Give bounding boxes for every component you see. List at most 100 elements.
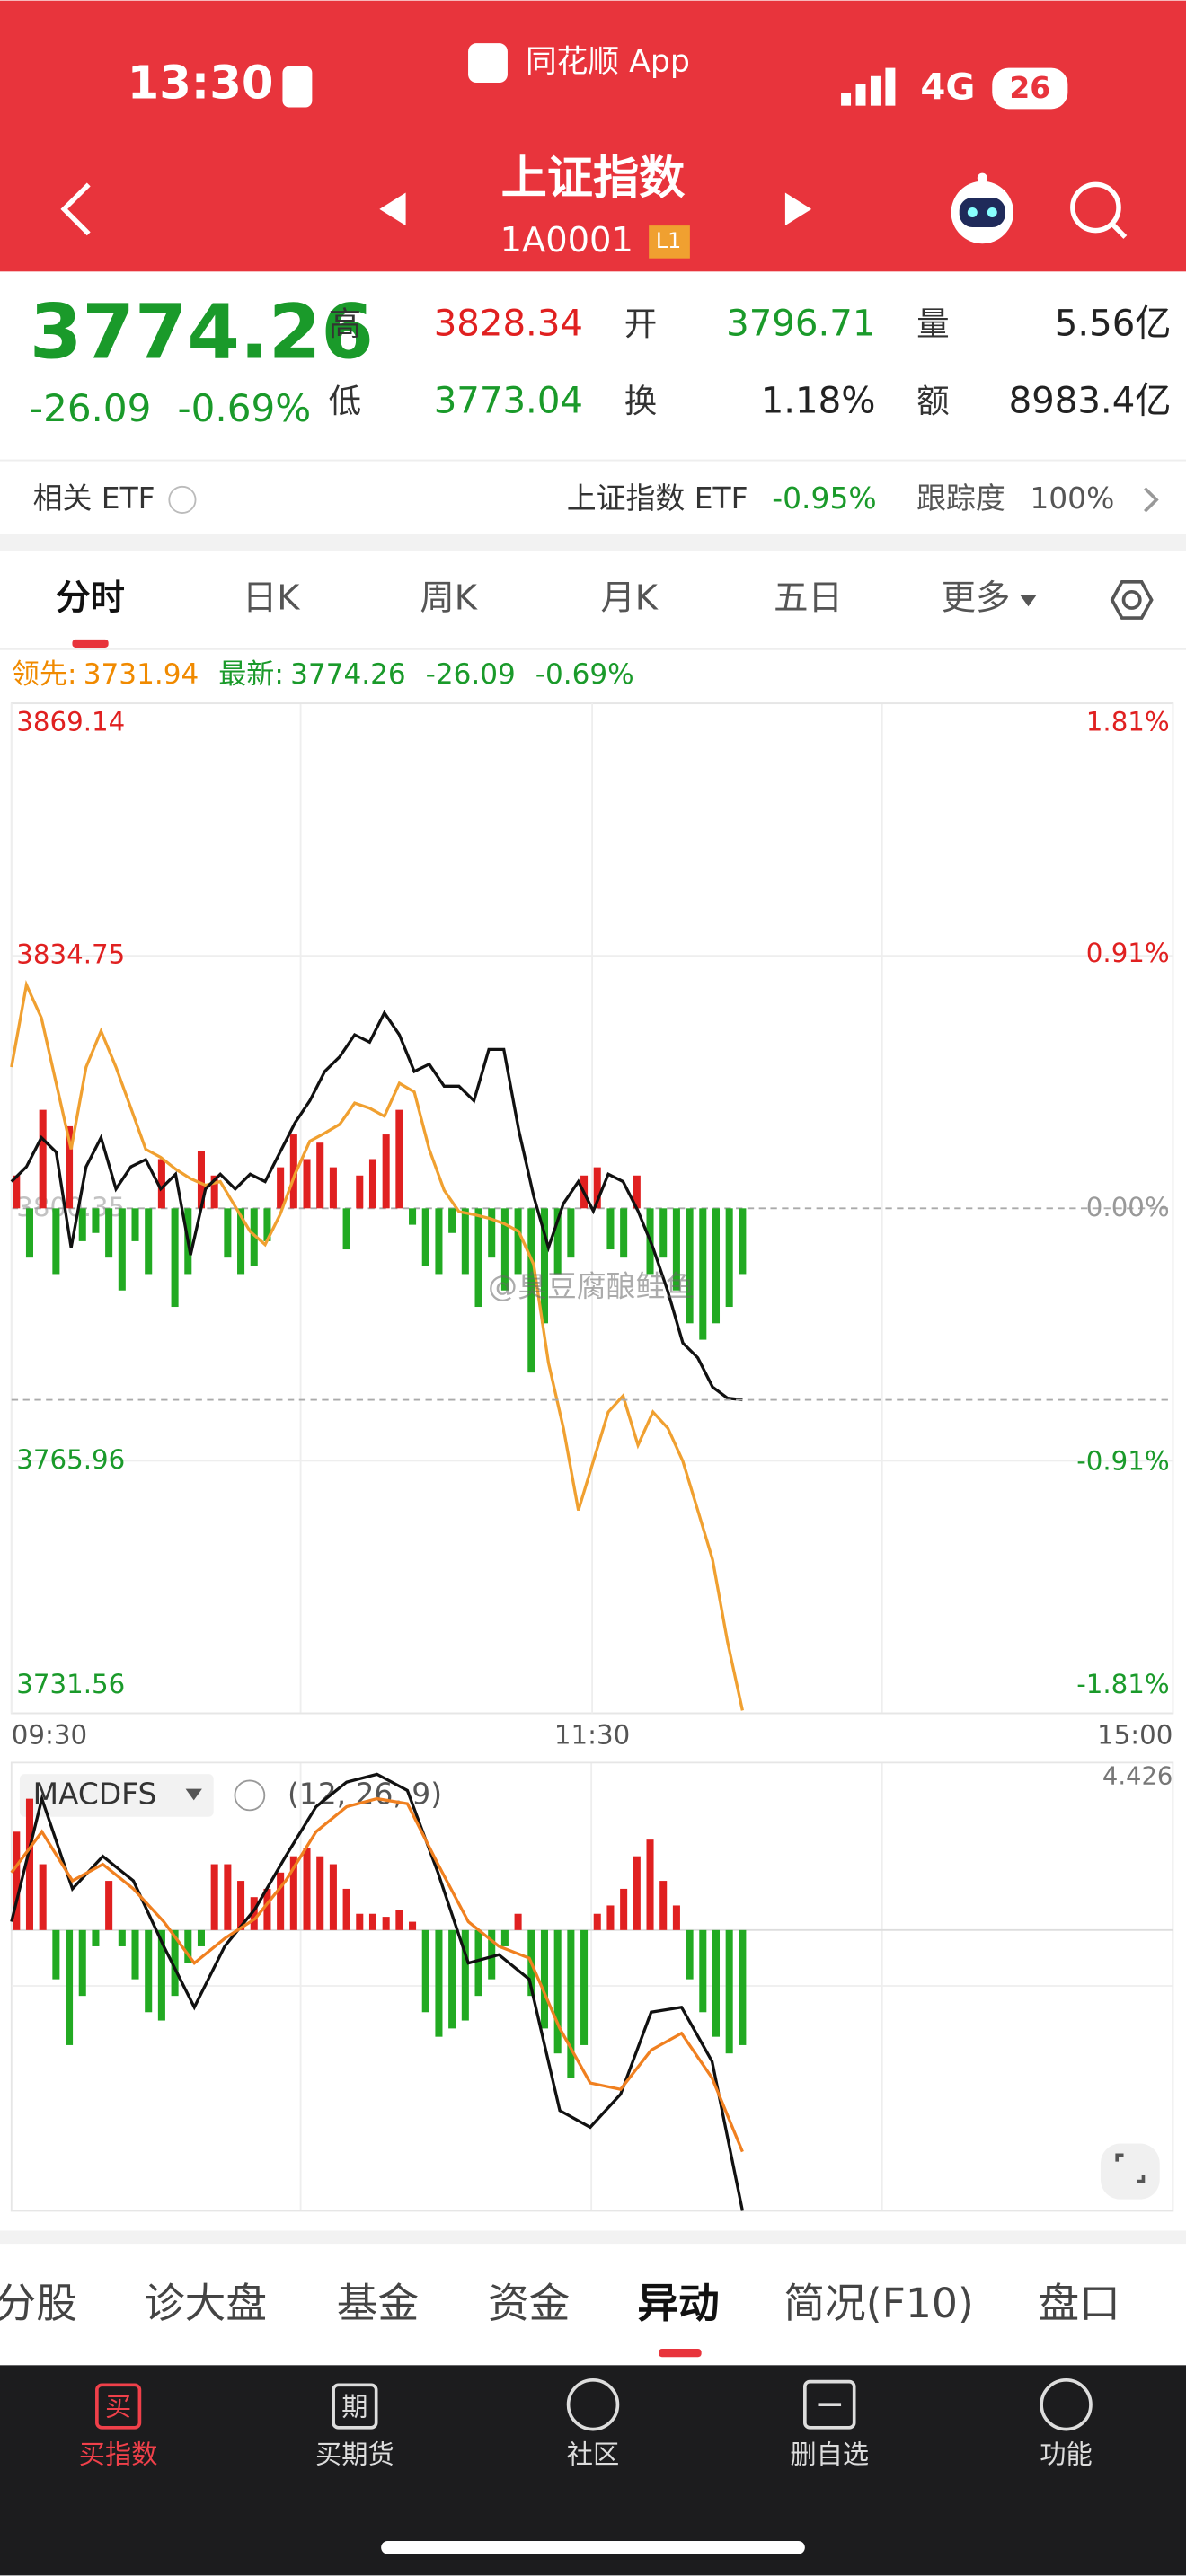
nav-icon xyxy=(1040,2378,1093,2431)
macd-bar xyxy=(263,1888,271,1930)
strength-bar xyxy=(105,1208,113,1258)
strength-bar xyxy=(131,1208,139,1241)
indicator-select[interactable] xyxy=(19,1774,214,1817)
nav-icon-text: 期 xyxy=(341,2391,367,2422)
strength-bar xyxy=(527,1208,535,1373)
help-icon[interactable] xyxy=(234,1779,266,1812)
macd-bar xyxy=(277,1872,285,1930)
strength-bar xyxy=(289,1134,297,1209)
strength-bar xyxy=(633,1175,641,1209)
strength-bar xyxy=(540,1208,549,1324)
tab[interactable]: 月K xyxy=(600,578,658,618)
prev-button[interactable] xyxy=(379,192,406,226)
macd-bar xyxy=(289,1856,297,1930)
nav-label[interactable]: 功能 xyxy=(1040,2439,1093,2469)
next-button[interactable] xyxy=(784,192,812,226)
etf-name[interactable]: 上证指数 ETF xyxy=(567,481,748,516)
help-icon[interactable] xyxy=(168,485,197,514)
macd-bar xyxy=(329,1864,337,1930)
strength-bar xyxy=(421,1208,429,1266)
gap xyxy=(0,2230,1186,2245)
search-button[interactable] xyxy=(1070,181,1128,239)
change: -26.09 xyxy=(30,386,152,430)
tab[interactable]: 周K xyxy=(420,578,477,618)
stat-label: 开 xyxy=(624,304,658,343)
macd-bar xyxy=(553,1929,562,2054)
strength-bar xyxy=(461,1208,469,1275)
strength-bar xyxy=(66,1125,74,1209)
strength-bar xyxy=(39,1109,47,1209)
strength-bar xyxy=(250,1208,258,1266)
strength-bar xyxy=(78,1208,86,1241)
bottom-tab[interactable]: 盘口 xyxy=(1038,2280,1120,2327)
robot-button[interactable] xyxy=(951,172,1014,244)
etf-change: -0.95% xyxy=(772,481,876,516)
macd-bar xyxy=(131,1929,139,1980)
strength-bar xyxy=(514,1208,522,1275)
stat-label: 低 xyxy=(329,382,362,420)
macd-bar xyxy=(725,1929,733,2054)
bottom-tab[interactable]: 诊大盘 xyxy=(144,2280,267,2327)
macd-bar xyxy=(25,1798,33,1930)
strength-bar xyxy=(500,1208,509,1291)
macd-bar xyxy=(210,1864,218,1930)
tracking: 100% xyxy=(1030,481,1114,516)
stat-value: 5.56亿 xyxy=(1055,304,1172,345)
macd-bar xyxy=(633,1856,641,1930)
strength-bar xyxy=(210,1175,218,1209)
nav-label[interactable]: 买指数 xyxy=(79,2439,158,2469)
indicator-name: MACDFS xyxy=(33,1776,157,1811)
series-line xyxy=(10,980,744,1711)
etf-arrow[interactable] xyxy=(1144,487,1159,513)
y-tick-label: 3869.14 xyxy=(16,707,125,737)
back-button[interactable] xyxy=(60,182,91,236)
bottom-tab[interactable]: 基金 xyxy=(337,2280,419,2327)
nav-label[interactable]: 删自选 xyxy=(790,2439,869,2469)
strength-bar xyxy=(145,1208,153,1275)
strength-bar xyxy=(382,1134,390,1209)
macd-bar xyxy=(395,1910,403,1930)
dropdown-arrow xyxy=(1020,595,1037,607)
level: L1 xyxy=(656,228,681,253)
stat-label: 换 xyxy=(624,382,658,420)
strength-bar xyxy=(725,1208,733,1308)
watermark: @臭豆腐酿鲑鱼 xyxy=(488,1269,695,1304)
nav-label[interactable]: 买期货 xyxy=(315,2439,394,2469)
legend-text: 最新: xyxy=(218,658,284,691)
battery-level: 26 xyxy=(1009,70,1050,105)
tab[interactable]: 五日 xyxy=(774,578,843,618)
strength-bar xyxy=(686,1208,694,1324)
y2-tick-label: -1.81% xyxy=(1076,1669,1169,1699)
tab[interactable]: 分时 xyxy=(56,578,125,618)
macd-bar xyxy=(92,1929,100,1946)
series-line xyxy=(10,1010,743,1402)
settings-button[interactable] xyxy=(1110,580,1154,620)
strength-bar xyxy=(197,1151,205,1209)
macd-bar xyxy=(659,1881,668,1930)
strength-bar xyxy=(356,1175,364,1209)
bottom-tab[interactable]: 资金 xyxy=(488,2280,570,2327)
macd-bar xyxy=(593,1913,601,1930)
strength-bar xyxy=(435,1208,443,1275)
stat-label: 量 xyxy=(916,304,950,343)
macd-bar xyxy=(237,1881,245,1930)
x-tick-label: 09:30 xyxy=(12,1720,87,1751)
macd-bar xyxy=(316,1856,324,1930)
legend-text: -0.69% xyxy=(535,658,634,691)
stat-value: 3796.71 xyxy=(726,304,875,345)
y2-tick-label: 0.00% xyxy=(1086,1192,1170,1222)
tab[interactable]: 更多 xyxy=(942,578,1011,618)
strength-bar xyxy=(25,1208,33,1258)
macd-bar xyxy=(739,1929,747,2045)
bottom-tab[interactable]: 分股 xyxy=(0,2280,77,2327)
macd-bar xyxy=(342,1888,350,1930)
battery xyxy=(992,67,1068,110)
bottom-tab[interactable]: 异动 xyxy=(637,2280,719,2327)
expand-button[interactable] xyxy=(1100,2143,1160,2200)
nav-label[interactable]: 社区 xyxy=(567,2439,620,2469)
bottom-tab[interactable]: 简况(F10) xyxy=(783,2280,973,2327)
signal xyxy=(841,67,896,106)
strength-bar xyxy=(52,1208,60,1275)
tab[interactable]: 日K xyxy=(243,578,300,618)
macd-bar xyxy=(39,1864,47,1930)
